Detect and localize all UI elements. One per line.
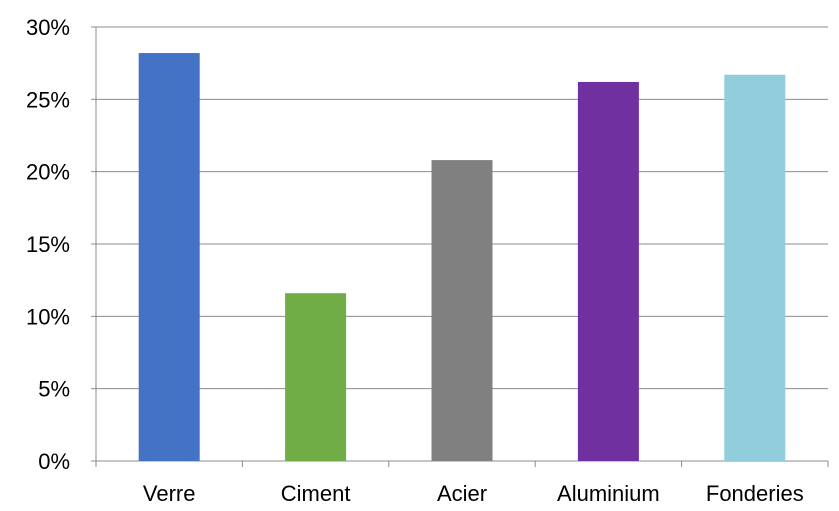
x-tick-label: Acier bbox=[437, 481, 487, 506]
bar-aluminium bbox=[577, 81, 639, 462]
y-tick-label: 30% bbox=[26, 15, 70, 40]
x-tick-labels: Verre Ciment Acier Aluminium Fonderies bbox=[143, 481, 804, 506]
y-tick-label: 15% bbox=[26, 232, 70, 257]
y-tick-label: 20% bbox=[26, 160, 70, 185]
x-tick-label: Verre bbox=[143, 481, 196, 506]
x-tick-label: Fonderies bbox=[706, 481, 804, 506]
y-tick-label: 5% bbox=[38, 377, 70, 402]
x-tick-label: Aluminium bbox=[557, 481, 660, 506]
y-tick-label: 10% bbox=[26, 304, 70, 329]
y-tick-label: 25% bbox=[26, 87, 70, 112]
y-tick-label: 0% bbox=[38, 449, 70, 474]
bar-fonderies bbox=[724, 74, 786, 462]
x-tick-label: Ciment bbox=[281, 481, 351, 506]
y-tick-labels: 0% 5% 10% 15% 20% 25% 30% bbox=[26, 15, 70, 474]
bar-acier bbox=[431, 160, 493, 462]
bar-verre bbox=[138, 53, 200, 461]
bars bbox=[138, 53, 786, 462]
bar-ciment bbox=[285, 293, 347, 461]
